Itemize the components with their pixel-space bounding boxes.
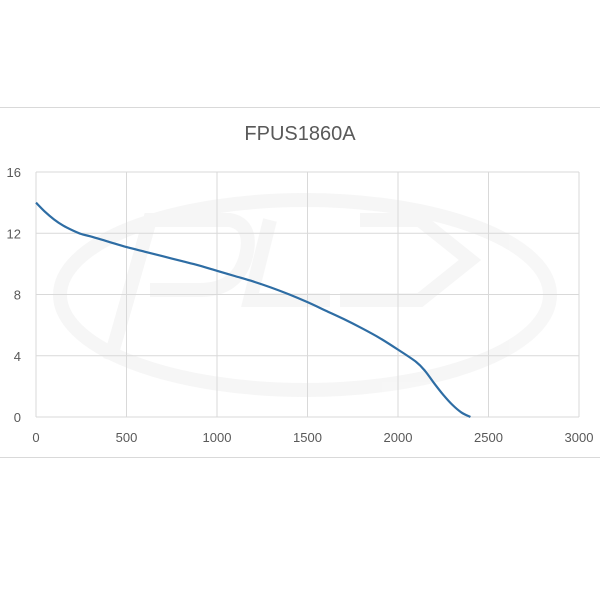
chart-frame — [0, 107, 600, 458]
x-tick-label: 2000 — [384, 430, 413, 445]
series-line — [35, 201, 471, 418]
x-tick-label: 2500 — [474, 430, 503, 445]
y-tick-label: 8 — [14, 288, 21, 303]
y-tick-label: 12 — [7, 226, 21, 241]
x-tick-label: 3000 — [565, 430, 594, 445]
y-tick-label: 16 — [7, 165, 21, 180]
x-tick-label: 0 — [32, 430, 39, 445]
x-tick-label: 500 — [116, 430, 138, 445]
x-tick-label: 1000 — [203, 430, 232, 445]
chart-title: FPUS1860A — [244, 123, 356, 145]
y-tick-label: 4 — [14, 349, 21, 364]
y-tick-label: 0 — [14, 410, 21, 425]
x-tick-label: 1500 — [293, 430, 322, 445]
